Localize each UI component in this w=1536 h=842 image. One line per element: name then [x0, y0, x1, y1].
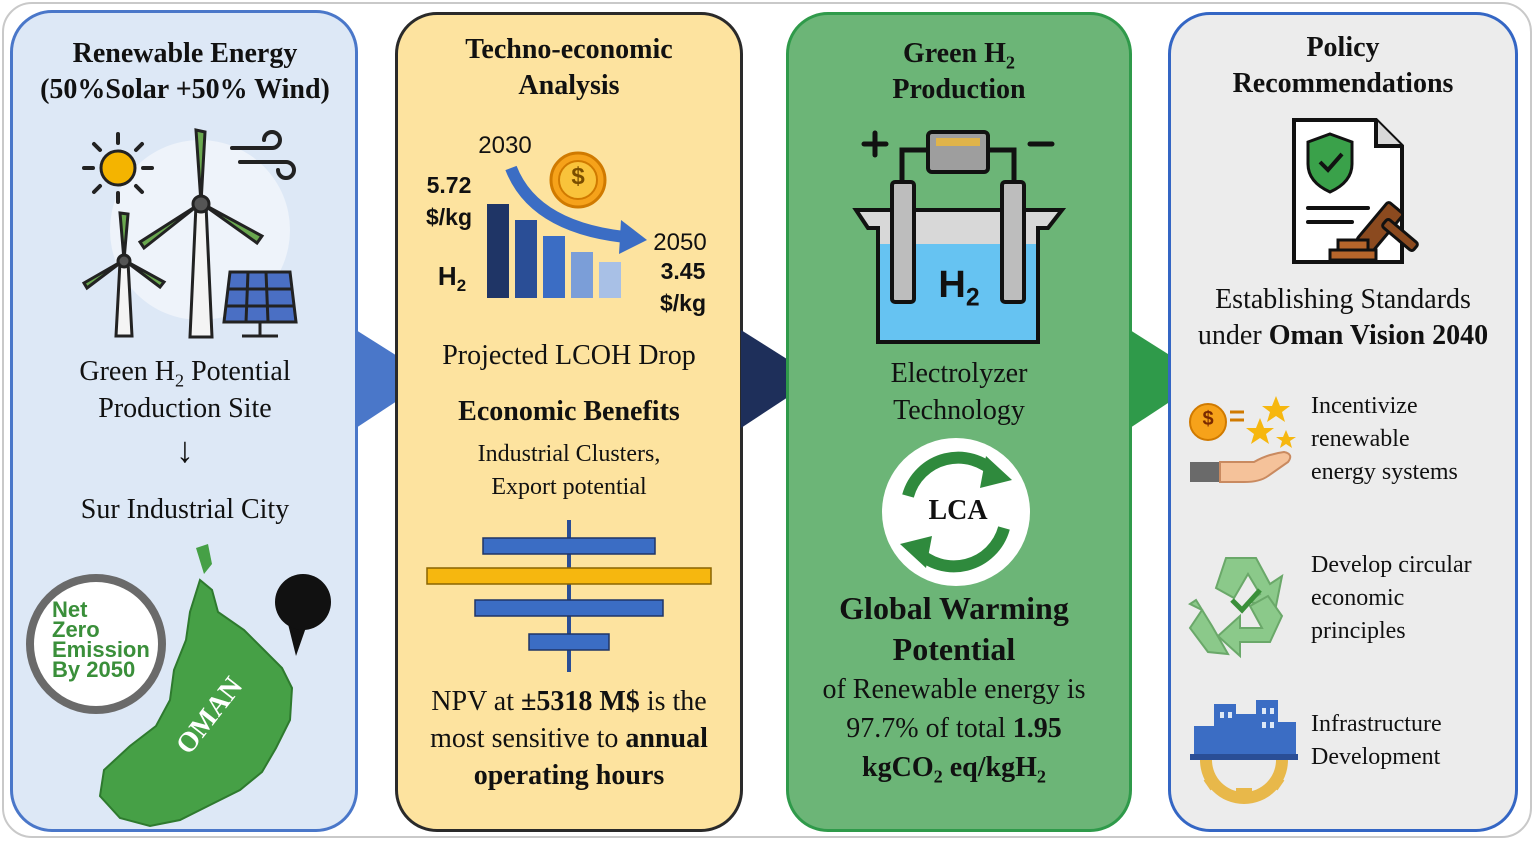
- tech-line2: Technology: [893, 395, 1025, 426]
- site-line2: Production Site: [98, 393, 272, 424]
- map-pin-icon: [275, 574, 331, 656]
- flow-arrow-2: [741, 330, 817, 428]
- electrolyzer-icon: [852, 130, 1067, 344]
- tornado-bar-1: [482, 537, 656, 555]
- price-2050-unit: $/kg: [659, 290, 707, 316]
- incentivize-line2: renewable: [1311, 426, 1410, 452]
- standards-line2: under Oman Vision 2040: [1197, 320, 1489, 351]
- gwp-line5: kgCO2 eq/kgH2: [862, 752, 1046, 787]
- coin-icon: [549, 151, 607, 209]
- lcoh-drop-chart-icon: [487, 151, 647, 298]
- h2-label: H2: [437, 261, 467, 296]
- lcoh-bar-3: [543, 236, 565, 298]
- solar-panel-icon: [222, 270, 298, 338]
- npv-line3: operating hours: [473, 760, 665, 791]
- tornado-bar-2: [426, 567, 712, 585]
- panel4-title-line1: Policy: [1306, 32, 1380, 63]
- item-circular: Develop circular economic principles: [1311, 549, 1521, 648]
- panel1-title-line1: Renewable Energy: [72, 38, 298, 69]
- infrastructure-line2: Development: [1311, 744, 1441, 770]
- lcoh-caption: Projected LCOH Drop: [442, 340, 696, 371]
- npv-line2: most sensitive to annual: [430, 723, 708, 754]
- tornado-bar-3: [474, 599, 664, 617]
- wind-turbine-large-icon: [137, 128, 265, 339]
- year-2030: 2030: [478, 132, 532, 159]
- badge-line-net: Net: [52, 597, 88, 622]
- gwp-line4: 97.7% of total 1.95: [846, 713, 1062, 744]
- tech-line1: Electrolyzer: [890, 358, 1028, 389]
- tank-h2-label: H2: [938, 264, 980, 312]
- coin-symbol: $: [571, 163, 585, 190]
- lca-cycle-icon: [882, 438, 1030, 586]
- recycle-icon: [1188, 557, 1284, 659]
- item-incentivize: Incentivize renewable energy systems: [1311, 390, 1511, 489]
- lcoh-bar-5: [599, 262, 621, 298]
- infrastructure-line1: Infrastructure: [1311, 711, 1442, 737]
- policy-document-icon: [1292, 118, 1419, 264]
- electrode-right: [1000, 180, 1026, 304]
- renewable-energy-icon: [81, 128, 298, 339]
- tornado-chart-icon: [426, 520, 712, 672]
- panel2-title-line1: Techno-economic: [465, 34, 673, 65]
- drop-arrow-shaft: [505, 165, 636, 244]
- panel2-title-line2: Analysis: [518, 70, 620, 101]
- benefits-title: Economic Benefits: [458, 396, 680, 427]
- lcoh-bar-4: [571, 252, 593, 298]
- badge-line-emission: Emission: [52, 637, 150, 662]
- lcoh-bar-2: [515, 220, 537, 298]
- lca-label: LCA: [928, 495, 988, 526]
- city-label: Sur Industrial City: [80, 494, 290, 525]
- badge-line-year: By 2050: [52, 657, 136, 682]
- badge-line-zero: Zero: [52, 617, 100, 642]
- infrastructure-icon: [1190, 700, 1298, 804]
- circular-line2: economic: [1311, 585, 1405, 611]
- benefits-line2: Export potential: [491, 474, 647, 500]
- incentivize-line3: energy systems: [1311, 459, 1458, 485]
- gavel-icon: [1328, 201, 1419, 262]
- gwp-line3: of Renewable energy is: [822, 674, 1086, 705]
- oman-shape: [98, 578, 294, 828]
- year-2050: 2050: [653, 229, 707, 256]
- price-2030-value: 5.72: [426, 172, 472, 198]
- benefits-line1: Industrial Clusters,: [477, 441, 661, 467]
- circular-line3: principles: [1311, 618, 1406, 644]
- gwp-line1: Global Warming: [839, 590, 1069, 626]
- incentive-coin-symbol: $: [1202, 408, 1214, 430]
- sun-icon: [82, 132, 154, 204]
- incentive-icon: [1189, 396, 1296, 483]
- item-infrastructure: Infrastructure Development: [1311, 708, 1521, 774]
- lcoh-bar-1: [487, 204, 509, 298]
- shield-icon: [1306, 132, 1354, 194]
- panel3-title-line2: Production: [892, 74, 1026, 105]
- panel3-title-line1: Green H2: [902, 38, 1015, 73]
- drop-arrow-head: [619, 220, 647, 254]
- price-2030-unit: $/kg: [425, 204, 473, 230]
- panel1-title-line2: (50%Solar +50% Wind): [40, 74, 330, 105]
- gwp-line2: Potential: [892, 631, 1016, 667]
- tornado-bar-4: [528, 633, 610, 651]
- net-zero-badge-text: Net Zero Emission By 2050: [34, 597, 158, 682]
- site-line1: Green H2 Potential: [79, 356, 291, 391]
- electrode-left: [890, 180, 916, 304]
- wind-icon: [230, 130, 296, 180]
- price-2050-value: 3.45: [660, 258, 706, 284]
- down-arrow: ↓: [176, 430, 194, 470]
- standards-line1: Establishing Standards: [1215, 284, 1471, 315]
- flow-arrow-1: [356, 330, 432, 428]
- wind-turbine-small-icon: [81, 211, 167, 338]
- incentivize-line1: Incentivize: [1311, 393, 1418, 419]
- oman-map-icon: [98, 544, 331, 828]
- npv-line1: NPV at ±5318 M$ is the: [431, 686, 707, 717]
- circular-line1: Develop circular: [1311, 552, 1472, 578]
- panel4-title-line2: Recommendations: [1232, 68, 1454, 99]
- net-zero-badge: [26, 574, 166, 714]
